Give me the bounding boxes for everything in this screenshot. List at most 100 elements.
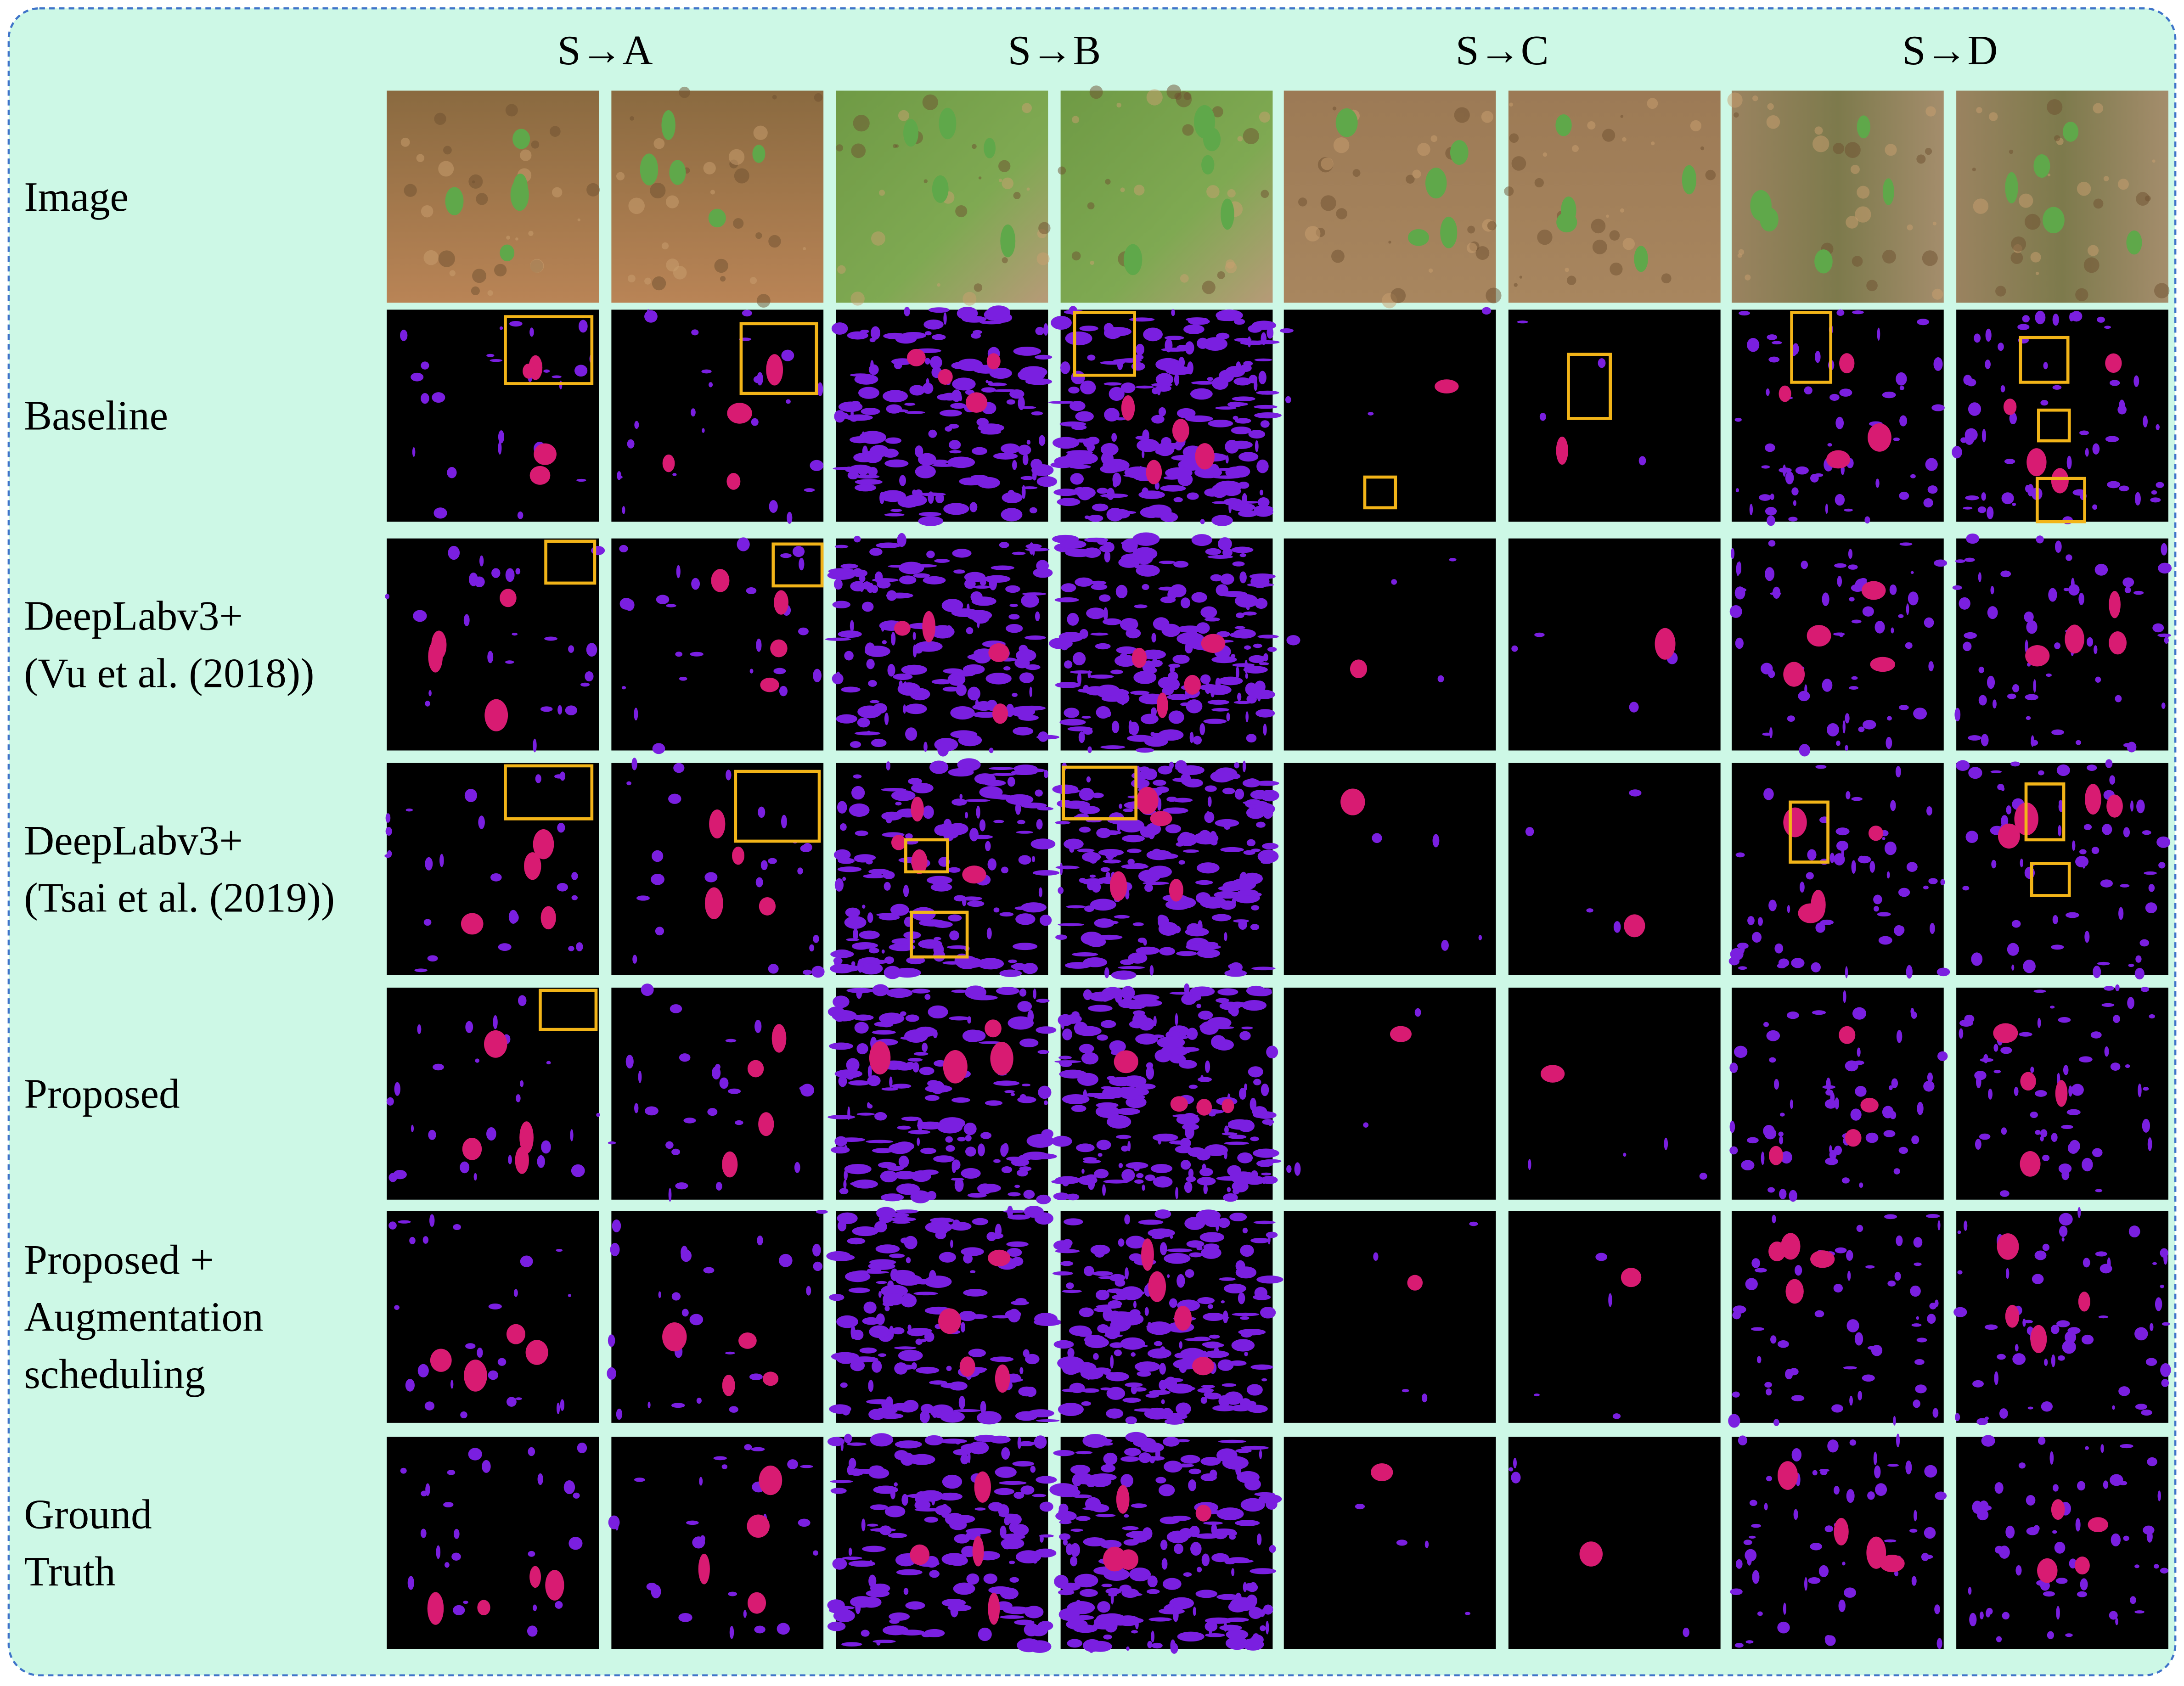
weed-region — [1835, 494, 1845, 506]
weed-region — [2107, 481, 2121, 489]
weed-region — [1260, 420, 1270, 428]
crop-region — [1861, 581, 1886, 600]
weed-region — [1699, 1173, 1707, 1180]
soil-texture — [423, 250, 439, 265]
crop-region — [709, 809, 726, 839]
weed-region — [644, 310, 658, 323]
crop-region — [525, 1340, 548, 1365]
weed-region — [797, 867, 803, 875]
plant — [1408, 229, 1429, 246]
weed-region — [830, 1480, 853, 1484]
weed-region — [878, 1012, 905, 1024]
soil-texture — [703, 162, 716, 174]
weed-region — [1223, 1622, 1227, 1632]
weed-region — [409, 1236, 416, 1244]
weed-region — [905, 703, 927, 714]
weed-region — [891, 1327, 905, 1335]
soil-texture — [1412, 169, 1421, 179]
weed-region — [1969, 1613, 1977, 1627]
weed-region — [809, 944, 815, 952]
crop-region — [1221, 1098, 1234, 1113]
weed-region — [1286, 635, 1300, 646]
soil-texture — [515, 237, 518, 241]
crop-region — [1783, 662, 1805, 687]
weed-region — [1095, 643, 1111, 650]
weed-region — [868, 1467, 889, 1479]
weed-region — [1150, 1164, 1173, 1173]
weed-region — [1233, 629, 1256, 639]
weed-region — [1106, 710, 1111, 717]
weed-region — [1168, 671, 1178, 681]
weed-region — [954, 1536, 963, 1542]
weed-region — [957, 359, 983, 371]
weed-region — [2082, 1158, 2093, 1172]
weed-region — [1021, 486, 1038, 489]
soil-texture — [1237, 136, 1243, 141]
weed-region — [541, 1140, 551, 1154]
weed-region — [428, 690, 432, 697]
weed-region — [1225, 455, 1229, 464]
weed-region — [832, 601, 850, 609]
weed-region — [2012, 1353, 2026, 1365]
weed-region — [1017, 820, 1025, 825]
weed-region — [1990, 770, 2002, 773]
weed-region — [1204, 1144, 1228, 1157]
weed-region — [448, 545, 460, 560]
weed-region — [1098, 849, 1124, 856]
weed-region — [833, 849, 851, 860]
weed-region — [2051, 729, 2064, 736]
weed-region — [970, 1314, 988, 1319]
weed-region — [904, 307, 910, 316]
weed-region — [2090, 1031, 2102, 1039]
weed-region — [2002, 1612, 2010, 1620]
map-background — [611, 1437, 824, 1649]
weed-region — [1807, 849, 1817, 860]
weed-region — [443, 1502, 454, 1508]
weed-region — [978, 1627, 992, 1641]
weed-region — [886, 988, 913, 998]
weed-region — [958, 1310, 977, 1321]
crop-region — [2025, 645, 2050, 667]
weed-region — [855, 830, 868, 836]
weed-region — [675, 1182, 688, 1190]
crop-region — [1137, 787, 1159, 815]
weed-region — [1066, 1282, 1074, 1289]
weed-region — [878, 1353, 887, 1357]
weed-region — [632, 955, 637, 964]
weed-region — [1006, 399, 1016, 405]
weed-region — [2014, 1086, 2019, 1096]
weed-region — [947, 867, 961, 873]
weed-region — [1232, 1312, 1260, 1316]
weed-region — [906, 1257, 911, 1264]
weed-region — [1787, 905, 1790, 913]
plant — [1123, 244, 1143, 275]
weed-region — [2041, 1401, 2053, 1412]
weed-region — [1930, 922, 1935, 934]
weed-region — [2026, 716, 2031, 720]
weed-region — [1058, 1589, 1075, 1596]
soil-texture — [1390, 288, 1406, 303]
weed-region — [1906, 862, 1918, 872]
weed-region — [920, 1338, 927, 1343]
weed-region — [1263, 1604, 1273, 1615]
weed-region — [1598, 358, 1606, 368]
weed-region — [385, 826, 392, 836]
weed-region — [1137, 1368, 1154, 1372]
weed-region — [1884, 1214, 1897, 1220]
weed-region — [1169, 1298, 1177, 1308]
weed-region — [1923, 1080, 1935, 1092]
weed-region — [897, 682, 921, 696]
weed-region — [910, 1190, 931, 1203]
soil-texture — [1105, 179, 1111, 185]
crop-region — [506, 1324, 525, 1344]
weed-region — [1469, 1221, 1478, 1226]
weed-region — [1125, 1416, 1137, 1424]
weed-region — [1199, 1168, 1213, 1176]
weed-region — [1069, 401, 1086, 411]
weed-region — [926, 551, 935, 558]
weed-region — [1077, 849, 1095, 853]
weed-region — [1981, 1435, 1995, 1447]
weed-region — [1058, 923, 1084, 927]
weed-region — [848, 1287, 870, 1293]
weed-region — [681, 1246, 688, 1259]
